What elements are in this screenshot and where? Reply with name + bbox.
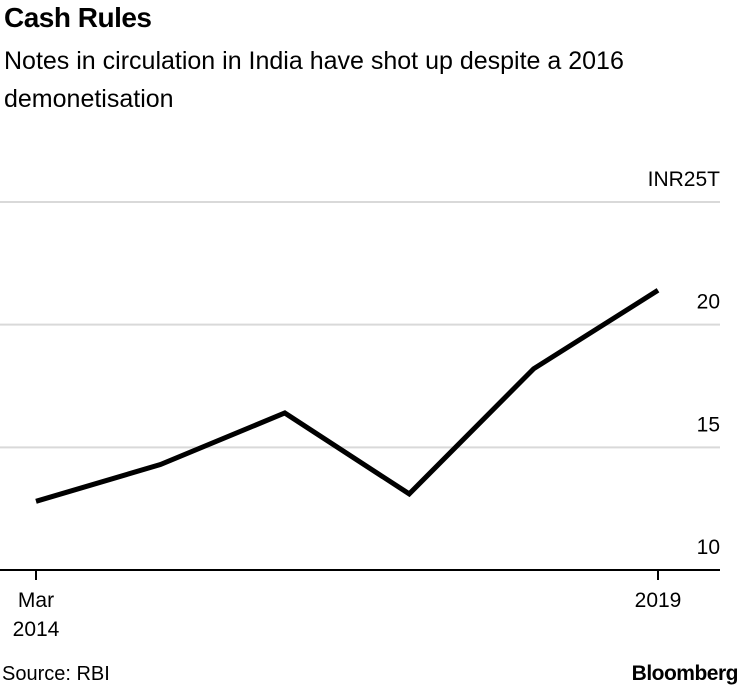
source-note: Source: RBI [2, 663, 110, 685]
x-tick-label-2014: Mar 2014 [13, 589, 60, 641]
grid-lines [0, 201, 720, 449]
chart-title: Cash Rules [4, 2, 152, 33]
brand-logo-text: Bloomberg [631, 662, 739, 685]
series-line [35, 288, 660, 504]
y-tick-label-10: 10 [697, 536, 720, 559]
y-tick-label-15: 15 [697, 413, 720, 436]
chart-subtitle: Notes in circulation in India have shot … [4, 47, 624, 113]
y-tick-label-25: INR25T [648, 168, 721, 191]
y-axis-tick-labels: 10 15 20 INR25T [648, 168, 721, 559]
y-tick-label-20: 20 [697, 291, 720, 314]
x-tick-label-2019: 2019 [635, 589, 682, 612]
x-axis-ticks: Mar 2014 2019 [13, 570, 682, 641]
